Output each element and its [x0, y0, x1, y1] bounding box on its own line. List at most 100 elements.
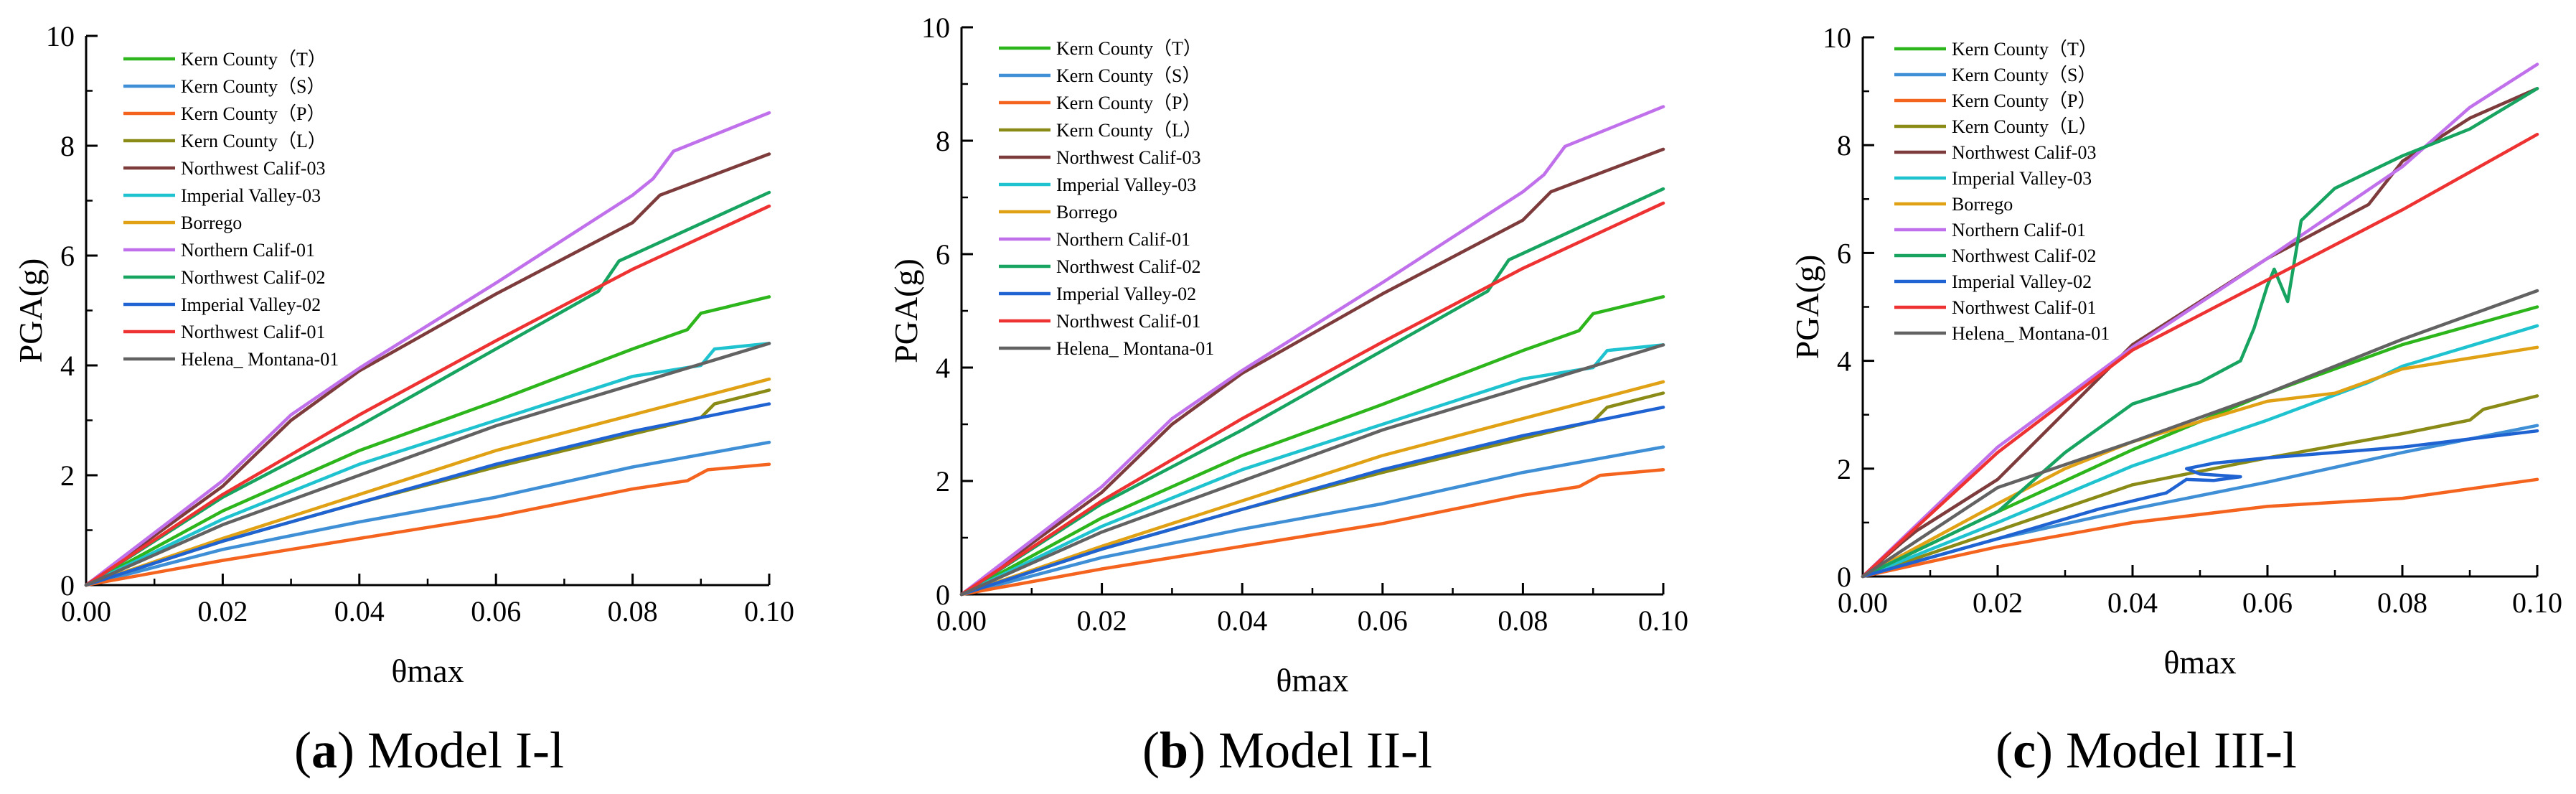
series-line-imperial-valley-03	[84, 342, 771, 587]
x-axis-label: θmax	[1276, 662, 1348, 699]
x-axis-label: θmax	[2163, 644, 2236, 681]
x-tick-label: 0.08	[608, 595, 658, 627]
series-line-borrego	[84, 377, 771, 587]
legend-label: Northern Calif-01	[1952, 220, 2086, 240]
legend-label: Northwest Calif-03	[1952, 142, 2096, 163]
legend-label: Imperial Valley-03	[1952, 168, 2092, 189]
caption-a: (a) Model I-l	[294, 721, 564, 779]
series-line-borrego	[959, 380, 1665, 597]
series-line-imperial-valley-02	[1861, 429, 2539, 579]
series-line-kern-county-t	[84, 295, 771, 587]
series-line-kern-county-t	[959, 295, 1665, 597]
legend-label: Northern Calif-01	[181, 240, 315, 261]
y-tick-label: 6	[1837, 237, 1851, 269]
x-tick-label: 0.04	[1217, 604, 1267, 637]
x-tick-label: 0.00	[936, 604, 987, 637]
y-tick-label: 8	[60, 130, 75, 162]
x-tick-label: 0.10	[2512, 587, 2562, 619]
series-line-imperial-valley-03	[959, 343, 1665, 597]
y-tick-label: 0	[1837, 561, 1851, 593]
series-line-northern-calif-01	[1861, 62, 2539, 579]
y-tick-label: 10	[46, 20, 75, 52]
series-line-imperial-valley-02	[84, 402, 771, 587]
x-tick-label: 0.04	[334, 595, 385, 627]
legend-label: Northwest Calif-02	[181, 267, 325, 288]
x-tick-label: 0.06	[2242, 587, 2293, 619]
series-line-northern-calif-01	[84, 111, 771, 587]
series-line-northwest-calif-01	[84, 204, 771, 587]
series-line-kern-county-p	[959, 467, 1665, 597]
y-tick-label: 10	[921, 11, 950, 44]
series-line-kern-county-p	[84, 462, 771, 587]
legend-label: Imperial Valley-02	[1056, 284, 1196, 304]
series-line-imperial-valley-02	[959, 406, 1665, 597]
series-line-kern-county-l	[1861, 394, 2539, 579]
legend-label: Kern County（P）	[1952, 90, 2097, 111]
series-line-kern-county-s	[84, 440, 771, 587]
series-line-northwest-calif-02	[84, 190, 771, 587]
series-line-kern-county-s	[959, 445, 1665, 597]
x-tick-label: 0.02	[1077, 604, 1127, 637]
x-tick-label: 0.02	[197, 595, 248, 627]
legend-label: Northwest Calif-01	[1056, 311, 1200, 332]
legend-label: Kern County（T）	[181, 49, 326, 70]
legend-label: Borrego	[1952, 194, 2013, 215]
legend-label: Kern County（S）	[1952, 65, 2097, 85]
y-tick-label: 6	[60, 240, 75, 272]
series-line-northwest-calif-02	[1861, 87, 2539, 579]
caption-c: (c) Model III-l	[1996, 721, 2297, 779]
chart-3: 0.00 0.02 0.04 0.06 0.08 0.10 0 2 4 6 8 10 θmax PGA(g…	[1789, 22, 2562, 681]
x-axis-label: θmax	[391, 653, 464, 689]
legend-label: Kern County（P）	[1056, 93, 1201, 113]
x-tick-label: 0.00	[61, 595, 111, 627]
y-tick-label: 2	[1837, 453, 1851, 485]
legend-label: Imperial Valley-03	[1056, 174, 1196, 195]
y-tick-label: 0	[60, 569, 75, 602]
x-tick-label: 0.04	[2107, 587, 2158, 619]
chart-1: 0.00 0.02 0.04 0.06 0.08 0.10 0 2 4 6 8 10 θmax PGA(g…	[12, 20, 794, 689]
series-line-kern-county-l	[84, 388, 771, 587]
legend-label: Imperial Valley-02	[1952, 271, 2092, 292]
legend-label: Helena_ Montana-01	[1056, 338, 1214, 359]
series-line-helena-montana-01	[84, 342, 771, 587]
legend-label: Helena_ Montana-01	[1952, 323, 2110, 344]
x-tick-label: 0.08	[2377, 587, 2427, 619]
series-line-imperial-valley-03	[1861, 324, 2539, 579]
caption-b: (b) Model II-l	[1142, 721, 1432, 779]
chart-2: 0.00 0.02 0.04 0.06 0.08 0.10 0 2 4 6 8 10 θmax PGA(g…	[888, 11, 1688, 699]
y-tick-label: 2	[60, 459, 75, 492]
series-line-borrego	[1861, 345, 2539, 579]
y-tick-label: 4	[936, 352, 950, 384]
legend-label: Kern County（S）	[1056, 65, 1201, 86]
y-tick-label: 8	[936, 125, 950, 157]
series-line-northwest-calif-02	[959, 187, 1665, 597]
y-axis-label: PGA(g)	[888, 258, 924, 363]
legend-label: Northwest Calif-02	[1056, 256, 1200, 277]
series-line-northwest-calif-03	[84, 152, 771, 587]
legend-label: Kern County（L）	[1952, 116, 2097, 137]
legend-label: Kern County（T）	[1056, 38, 1202, 59]
x-tick-label: 0.02	[1973, 587, 2023, 619]
legend-label: Kern County（P）	[181, 103, 326, 124]
legend-label: Northern Calif-01	[1056, 229, 1190, 250]
x-tick-label: 0.06	[1358, 604, 1408, 637]
legend-label: Kern County（L）	[1056, 120, 1202, 141]
y-tick-label: 4	[1837, 345, 1851, 378]
legend-label: Borrego	[1056, 202, 1117, 223]
x-tick-label: 0.08	[1498, 604, 1548, 637]
series-line-northwest-calif-01	[1861, 132, 2539, 579]
legend-label: Borrego	[181, 212, 242, 233]
y-tick-label: 10	[1823, 22, 1851, 54]
series-line-kern-county-p	[1861, 477, 2539, 579]
legend-label: Northwest Calif-03	[1056, 147, 1200, 168]
series-line-northwest-calif-01	[959, 201, 1665, 597]
series-line-helena-montana-01	[1861, 289, 2539, 579]
series-line-helena-montana-01	[959, 343, 1665, 597]
legend: Kern County（T） Kern County（S） Kern County（…	[1894, 39, 2110, 344]
x-tick-label: 0.10	[744, 595, 794, 627]
legend-label: Kern County（T）	[1952, 39, 2097, 60]
legend-label: Helena_ Montana-01	[181, 349, 339, 370]
legend-label: Northwest Calif-03	[181, 158, 325, 179]
y-tick-label: 8	[1837, 129, 1851, 162]
